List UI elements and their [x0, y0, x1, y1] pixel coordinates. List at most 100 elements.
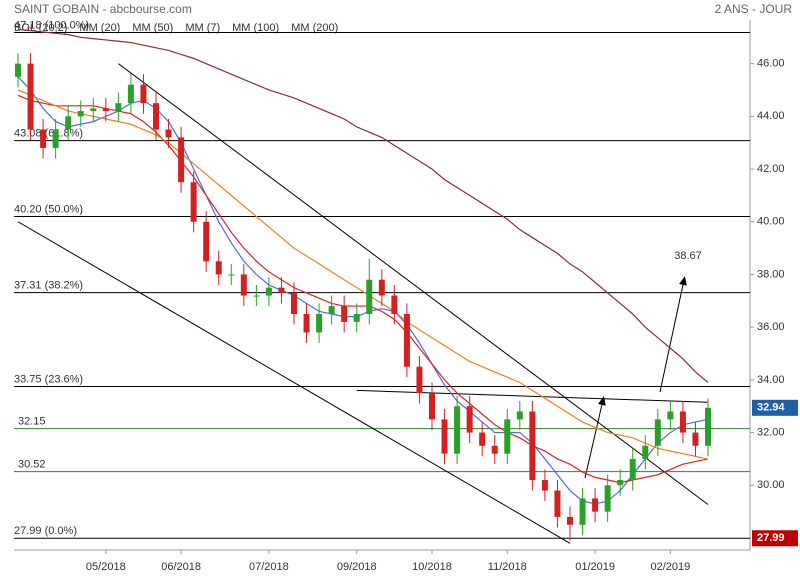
trend-line	[356, 389, 709, 403]
candle-body	[679, 411, 686, 433]
y-tick-label: 38.00	[757, 268, 785, 280]
ma-line	[17, 94, 709, 484]
candle-body	[541, 480, 548, 491]
arrow	[659, 276, 687, 393]
x-tick-label: 01/2019	[575, 561, 615, 573]
y-tick-label: 36.00	[757, 321, 785, 333]
candle-body	[567, 516, 573, 525]
candle-body	[391, 295, 398, 314]
candle-body	[579, 498, 586, 525]
candle-body	[403, 313, 410, 367]
candle-body	[491, 445, 498, 454]
arrow	[584, 396, 606, 479]
candle-body	[240, 274, 247, 296]
candle-body	[592, 498, 599, 512]
candle-body	[27, 63, 34, 130]
candle-body	[705, 407, 711, 446]
candle-body	[102, 108, 109, 112]
candle-body	[642, 445, 649, 459]
candle-body	[341, 306, 348, 322]
candle-body	[516, 411, 523, 420]
y-tick-label: 34.00	[757, 374, 785, 386]
candle-body	[90, 108, 97, 112]
candle-body	[77, 111, 84, 117]
candle-body	[629, 458, 636, 481]
x-tick-label: 09/2018	[337, 561, 377, 573]
y-tick-label: 44.00	[757, 110, 785, 122]
candle-body	[153, 103, 159, 130]
y-tick-label: 30.00	[757, 479, 785, 491]
candle-body	[529, 411, 536, 481]
x-tick-label: 06/2018	[161, 561, 201, 573]
level-label: 33.75 (23.6%)	[14, 373, 83, 385]
candle-body	[15, 63, 21, 77]
candle-body	[654, 419, 661, 446]
candle-body	[617, 480, 624, 486]
candle-body	[416, 366, 423, 394]
candle-body	[178, 137, 185, 183]
candle-body	[692, 432, 699, 446]
x-tick-label: 05/2018	[86, 561, 126, 573]
y-tick-label: 32.00	[757, 426, 785, 438]
candle-body	[278, 287, 285, 293]
candle-body	[190, 182, 197, 222]
candle-body	[115, 103, 122, 112]
x-tick-label: 07/2018	[249, 561, 289, 573]
candle-body	[604, 485, 611, 512]
candle-body	[328, 306, 335, 314]
candle-body	[479, 432, 486, 446]
candle-body	[265, 287, 272, 296]
candle-body	[52, 129, 59, 148]
candle-body	[429, 393, 435, 420]
candle-body	[203, 221, 210, 262]
candle-body	[40, 129, 47, 148]
low-price-tag	[752, 530, 798, 547]
candle-body	[441, 419, 448, 454]
level-label: 37.31 (38.2%)	[14, 280, 83, 292]
period-label: 2 ANS - JOUR	[715, 2, 793, 16]
candle-body	[316, 313, 323, 333]
candle-body	[140, 84, 147, 104]
candle-body	[253, 295, 260, 297]
candle-body	[378, 279, 385, 296]
level-label: 47.18 (100.0%)	[14, 19, 89, 31]
ma-line	[17, 89, 709, 460]
candle-body	[366, 279, 373, 314]
candle-body	[454, 406, 461, 454]
trend-line	[118, 63, 709, 505]
y-tick-label: 46.00	[757, 58, 785, 70]
legend-entry: MM (200)	[291, 22, 338, 34]
x-tick-label: 02/2019	[650, 561, 690, 573]
last-price: 32.94	[757, 402, 785, 414]
target-label: 38.67	[674, 250, 702, 262]
ma-line	[17, 28, 709, 383]
legend-entry: MM (20)	[79, 22, 120, 34]
legend-entry: MM (50)	[132, 22, 173, 34]
level-label: 43.08 (61.8%)	[14, 127, 83, 139]
y-tick-label: 42.00	[757, 163, 785, 175]
chart-title: SAINT GOBAIN - abcbourse.com	[14, 2, 192, 16]
candle-body	[466, 406, 473, 433]
level-label: 40.20 (50.0%)	[14, 203, 83, 215]
candle-body	[554, 490, 561, 517]
low-price: 27.99	[757, 532, 785, 544]
candle-body	[504, 419, 511, 454]
candle-body	[228, 274, 235, 276]
candle-body	[291, 292, 297, 314]
candle-body	[165, 129, 172, 138]
candle-body	[303, 313, 310, 333]
level-label: 30.52	[18, 458, 46, 470]
level-label: 32.15	[18, 416, 46, 428]
x-tick-label: 11/2018	[488, 561, 527, 573]
legend-entry: MM (7)	[185, 22, 220, 34]
legend-entry: MM (100)	[232, 22, 279, 34]
candle-body	[353, 313, 360, 322]
y-tick-label: 40.00	[757, 216, 785, 228]
x-tick-label: 10/2018	[412, 561, 452, 573]
level-label: 27.99 (0.0%)	[14, 525, 77, 537]
candle-body	[215, 261, 222, 275]
trend-line	[17, 221, 571, 544]
